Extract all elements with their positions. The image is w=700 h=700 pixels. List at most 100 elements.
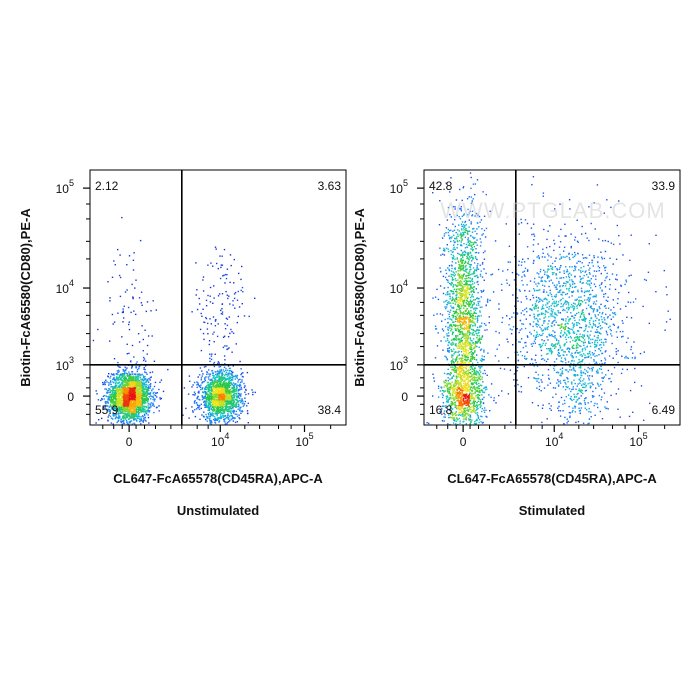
event-dot	[205, 305, 208, 307]
event-dot	[117, 394, 119, 396]
event-dot	[134, 415, 137, 417]
event-dot	[124, 398, 126, 400]
event-dot	[113, 404, 115, 406]
event-dot	[232, 375, 235, 377]
event-dot	[109, 388, 111, 390]
event-dot	[115, 396, 117, 398]
event-dot	[128, 400, 130, 402]
event-dot	[213, 381, 215, 383]
event-dot	[114, 382, 117, 385]
event-dot	[223, 380, 225, 383]
event-dot	[141, 379, 143, 381]
event-dot	[122, 310, 124, 312]
event-dot	[130, 408, 132, 411]
event-dot	[224, 423, 227, 425]
event-dot	[210, 383, 213, 386]
event-dot	[204, 404, 207, 407]
event-dot	[222, 392, 224, 394]
event-dot	[129, 387, 132, 390]
event-dot	[447, 206, 450, 209]
event-dot	[112, 388, 114, 390]
event-dot	[476, 329, 478, 331]
event-dot	[241, 303, 243, 305]
event-dot	[469, 241, 472, 243]
event-dot	[469, 321, 472, 323]
event-dot	[473, 286, 475, 288]
event-dot	[457, 270, 459, 272]
event-dot	[144, 368, 146, 371]
event-dot	[466, 356, 469, 358]
event-dot	[145, 371, 147, 374]
event-dot	[147, 414, 149, 416]
event-dot	[125, 419, 128, 421]
event-dot	[121, 394, 124, 396]
event-dot	[132, 416, 134, 418]
event-dot	[114, 410, 116, 412]
event-dot	[110, 406, 113, 408]
event-dot	[452, 254, 454, 257]
event-dot	[472, 273, 475, 275]
event-dot	[123, 381, 125, 383]
event-dot	[210, 355, 213, 357]
event-dot	[147, 335, 150, 337]
event-dot	[220, 386, 222, 388]
event-dot	[199, 303, 201, 305]
event-dot	[115, 398, 117, 400]
event-dot	[228, 380, 230, 382]
event-dot	[112, 408, 115, 411]
event-dot	[202, 387, 204, 389]
event-dot	[227, 348, 229, 350]
event-dot	[118, 402, 121, 405]
event-dot	[117, 312, 119, 314]
event-dot	[468, 272, 470, 275]
event-dot	[131, 398, 133, 400]
event-dot	[229, 411, 232, 413]
event-dot	[121, 380, 123, 382]
event-dot	[223, 415, 225, 417]
event-dot	[457, 325, 459, 327]
event-dot	[222, 414, 224, 416]
event-dot	[221, 264, 224, 266]
event-dot	[209, 405, 211, 408]
event-dot	[232, 410, 234, 413]
event-dot	[239, 381, 242, 384]
event-dot	[95, 390, 97, 392]
event-dot	[212, 401, 214, 403]
event-dot	[139, 416, 141, 418]
event-dot	[140, 378, 142, 380]
event-dot	[121, 406, 123, 408]
event-dot	[145, 310, 147, 313]
event-dot	[144, 329, 146, 331]
event-dot	[221, 308, 223, 310]
event-dot	[128, 397, 131, 399]
event-dot	[210, 358, 213, 361]
event-dot	[469, 263, 471, 266]
event-dot	[244, 385, 246, 387]
event-dot	[218, 406, 221, 409]
event-dot	[462, 321, 465, 323]
event-dot	[137, 413, 139, 416]
event-dot	[224, 417, 226, 419]
event-dot	[225, 371, 228, 373]
event-dot	[448, 265, 451, 267]
event-dot	[108, 406, 111, 408]
event-dot	[471, 241, 473, 244]
event-dot	[115, 392, 117, 394]
event-dot	[133, 406, 136, 409]
event-dot	[114, 397, 116, 399]
event-dot	[228, 295, 230, 297]
event-dot	[107, 389, 109, 392]
event-dot	[230, 399, 232, 401]
event-dot	[473, 371, 476, 373]
event-dot	[221, 374, 223, 377]
event-dot	[128, 255, 131, 257]
event-dot	[150, 402, 153, 404]
event-dot	[476, 342, 478, 344]
event-dot	[118, 395, 121, 398]
event-dot	[448, 350, 450, 352]
event-dot	[221, 303, 224, 305]
event-dot	[136, 420, 138, 422]
event-dot	[150, 398, 152, 400]
event-dot	[130, 394, 133, 396]
event-dot	[117, 410, 119, 413]
